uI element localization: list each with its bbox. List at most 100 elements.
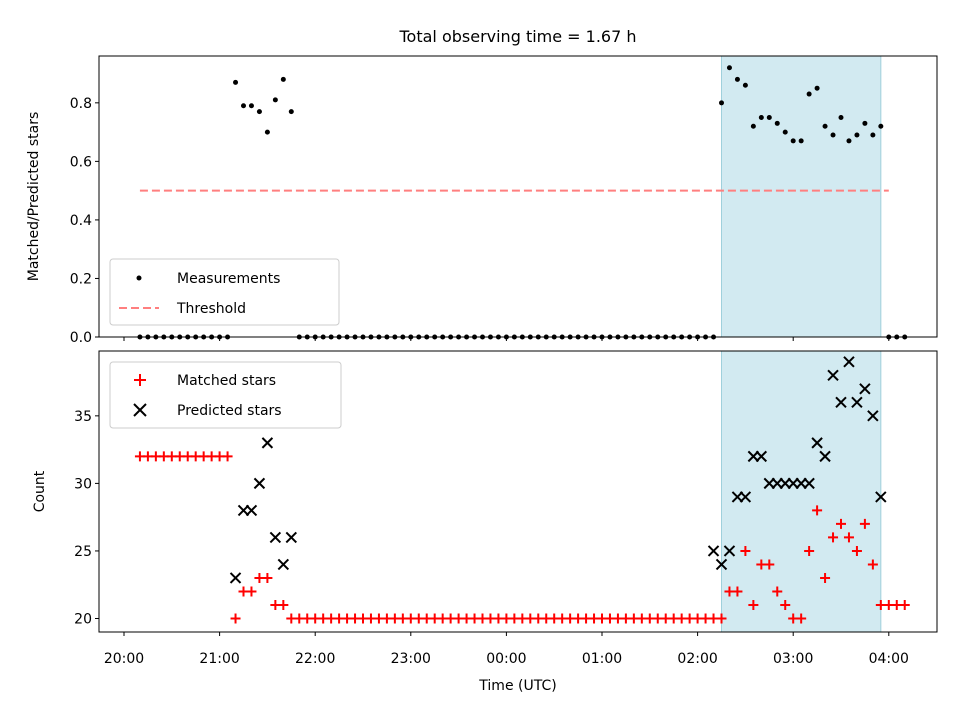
matched-star-point	[222, 451, 233, 462]
measurement-point	[288, 109, 294, 115]
predicted-star-point	[819, 450, 831, 463]
measurement-point	[719, 100, 724, 106]
matched-star-point	[262, 572, 273, 583]
measurement-point	[241, 103, 246, 109]
matched-stars-points	[134, 451, 910, 624]
legend-predicted-marker	[133, 403, 147, 417]
measurement-point	[822, 123, 828, 129]
top-panel: 0.00.20.40.60.8 Matched/Predicted stars …	[26, 55, 938, 346]
top-y-tick-label: 0.4	[70, 213, 92, 229]
predicted-star-point	[285, 531, 298, 544]
top-legend: Measurements Threshold	[109, 258, 340, 326]
predicted-star-point	[843, 356, 855, 368]
bottom-y-tick-label: 35	[74, 409, 92, 425]
bottom-y-tick-label: 30	[74, 476, 92, 492]
matched-star-point	[843, 532, 854, 543]
top-y-axis-label: Matched/Predicted stars	[26, 112, 42, 282]
matched-star-point	[851, 545, 862, 556]
measurement-point	[838, 114, 844, 120]
x-tick-label: 22:00	[295, 651, 335, 667]
measurement-point	[280, 76, 286, 82]
measurement-point	[846, 138, 852, 144]
top-y-tick-label: 0.8	[70, 96, 92, 112]
top-legend-box	[109, 258, 340, 326]
bottom-highlight-span	[721, 350, 882, 633]
x-tick-label: 04:00	[869, 651, 909, 667]
bottom-panel: 20 25 30 35 20:00 21:00 22:00 23:00 00:00 01:00 0…	[32, 350, 938, 694]
matched-star-point	[278, 599, 289, 610]
matched-star-point	[748, 599, 759, 610]
x-tick-label: 23:00	[391, 651, 431, 667]
top-highlight-span	[721, 55, 882, 338]
bottom-y-tick-label: 25	[74, 544, 92, 560]
bottom-plot-frame	[98, 350, 938, 633]
predicted-star-point	[715, 558, 728, 571]
matched-star-point	[836, 518, 846, 529]
matched-star-point	[740, 545, 751, 556]
measurement-point	[742, 82, 748, 88]
predicted-star-point	[739, 491, 752, 503]
predicted-star-point	[261, 437, 274, 449]
measurement-point	[798, 138, 804, 144]
bottom-legend-box	[109, 361, 342, 429]
top-plot-frame	[98, 55, 938, 338]
predicted-star-point	[707, 545, 720, 557]
predicted-star-point	[827, 369, 839, 382]
matched-star-point	[246, 586, 257, 597]
measurement-point	[750, 123, 756, 129]
matched-star-point	[796, 613, 807, 624]
measurement-point	[774, 120, 780, 126]
predicted-star-point	[851, 396, 863, 409]
predicted-star-point	[723, 545, 736, 557]
matched-star-point	[812, 505, 823, 516]
measurement-point	[272, 97, 278, 103]
predicted-star-point	[875, 491, 887, 503]
matched-star-point	[780, 599, 791, 610]
x-tick-label: 01:00	[582, 651, 622, 667]
legend-threshold-label: Threshold	[176, 301, 246, 317]
measurement-point	[854, 132, 860, 138]
measurement-point	[878, 123, 884, 129]
predicted-star-point	[229, 572, 242, 584]
matched-star-point	[716, 613, 727, 624]
predicted-star-point	[277, 558, 290, 571]
measurement-point	[264, 129, 270, 135]
top-y-tick-label: 0.0	[70, 330, 92, 346]
matched-star-point	[764, 559, 775, 570]
measurement-point	[766, 114, 772, 120]
measurement-point	[248, 103, 254, 109]
predicted-star-point	[811, 437, 823, 449]
figure-title: Total observing time = 1.67 h	[398, 27, 636, 46]
top-y-tick-label: 0.6	[70, 154, 92, 170]
measurement-point	[758, 114, 764, 120]
predicted-star-point	[755, 450, 768, 463]
x-axis-label: Time (UTC)	[478, 678, 556, 694]
matched-star-point	[859, 518, 870, 529]
legend-predicted-label: Predicted stars	[177, 403, 282, 419]
x-tick-label: 02:00	[677, 651, 717, 667]
measurement-point	[726, 65, 732, 71]
top-y-tick-label: 0.2	[70, 271, 92, 287]
matched-star-point	[828, 532, 839, 543]
bottom-y-axis: 20 25 30 35	[74, 409, 99, 627]
x-tick-label: 00:00	[486, 651, 526, 667]
bottom-y-axis-label: Count	[32, 470, 48, 512]
top-y-axis: 0.0 0.2 0.4 0.6 0.8	[70, 96, 99, 346]
measurement-point	[734, 76, 740, 82]
measurement-point	[814, 85, 820, 91]
predicted-star-point	[269, 531, 282, 544]
x-tick-label: 21:00	[199, 651, 239, 667]
matched-star-point	[899, 599, 910, 610]
matched-star-point	[732, 586, 743, 597]
matched-star-point	[772, 586, 783, 597]
top-x-axis	[123, 337, 890, 341]
matched-star-point	[867, 559, 878, 570]
measurement-point	[790, 138, 796, 144]
x-tick-label: 03:00	[773, 651, 813, 667]
matched-star-point	[820, 572, 831, 583]
measurement-point	[782, 129, 788, 135]
legend-measurements-label: Measurements	[177, 271, 280, 287]
predicted-star-point	[867, 410, 879, 422]
measurement-point	[256, 109, 262, 115]
